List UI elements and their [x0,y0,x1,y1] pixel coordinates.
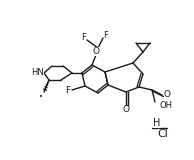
Text: O: O [93,47,100,56]
Text: OH: OH [159,101,172,111]
Text: O: O [164,89,171,99]
Text: Cl: Cl [158,129,168,139]
Text: F: F [65,85,71,95]
Text: F: F [104,31,108,40]
Text: F: F [81,32,87,41]
Text: O: O [122,105,130,115]
Text: •: • [39,94,43,100]
Text: H: H [153,118,161,128]
Text: HN: HN [32,68,44,76]
